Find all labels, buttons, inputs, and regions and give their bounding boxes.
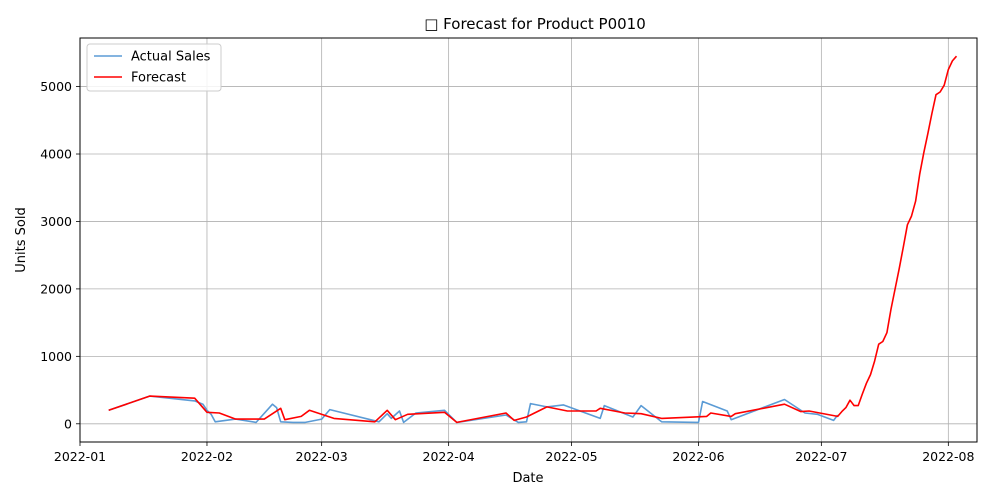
- legend-label-forecast: Forecast: [131, 71, 186, 86]
- x-tick-label: 2022-06: [672, 449, 724, 464]
- x-tick-label: 2022-01: [54, 449, 106, 464]
- x-tick-label: 2022-02: [181, 449, 233, 464]
- x-axis-label: Date: [512, 471, 543, 486]
- legend: Actual Sales Forecast: [86, 43, 222, 92]
- grid: [79, 38, 977, 442]
- y-tick-label: 3000: [40, 214, 72, 229]
- y-tick-label: 1000: [40, 349, 72, 364]
- y-axis-label: Units Sold: [14, 207, 29, 272]
- legend-label-actual-sales: Actual Sales: [131, 50, 211, 65]
- x-tick-label: 2022-08: [922, 449, 974, 464]
- y-axis: 0 1000 2000 3000 4000 5000: [40, 79, 80, 431]
- forecast-line: [108, 55, 958, 424]
- y-tick-label: 4000: [40, 147, 72, 162]
- plot-frame: [79, 37, 978, 443]
- y-tick-label: 5000: [40, 79, 72, 94]
- x-tick-label: 2022-03: [296, 449, 348, 464]
- x-axis: 2022-01 2022-02 2022-03 2022-04 2022-05 2022-…: [54, 442, 974, 464]
- y-tick-label: 2000: [40, 281, 72, 296]
- x-tick-label: 2022-05: [545, 449, 597, 464]
- x-tick-label: 2022-04: [423, 449, 475, 464]
- chart-title: □ Forecast for Product P0010: [424, 15, 646, 33]
- y-tick-label: 0: [64, 416, 72, 431]
- x-tick-label: 2022-07: [795, 449, 847, 464]
- series-lines: [108, 55, 958, 424]
